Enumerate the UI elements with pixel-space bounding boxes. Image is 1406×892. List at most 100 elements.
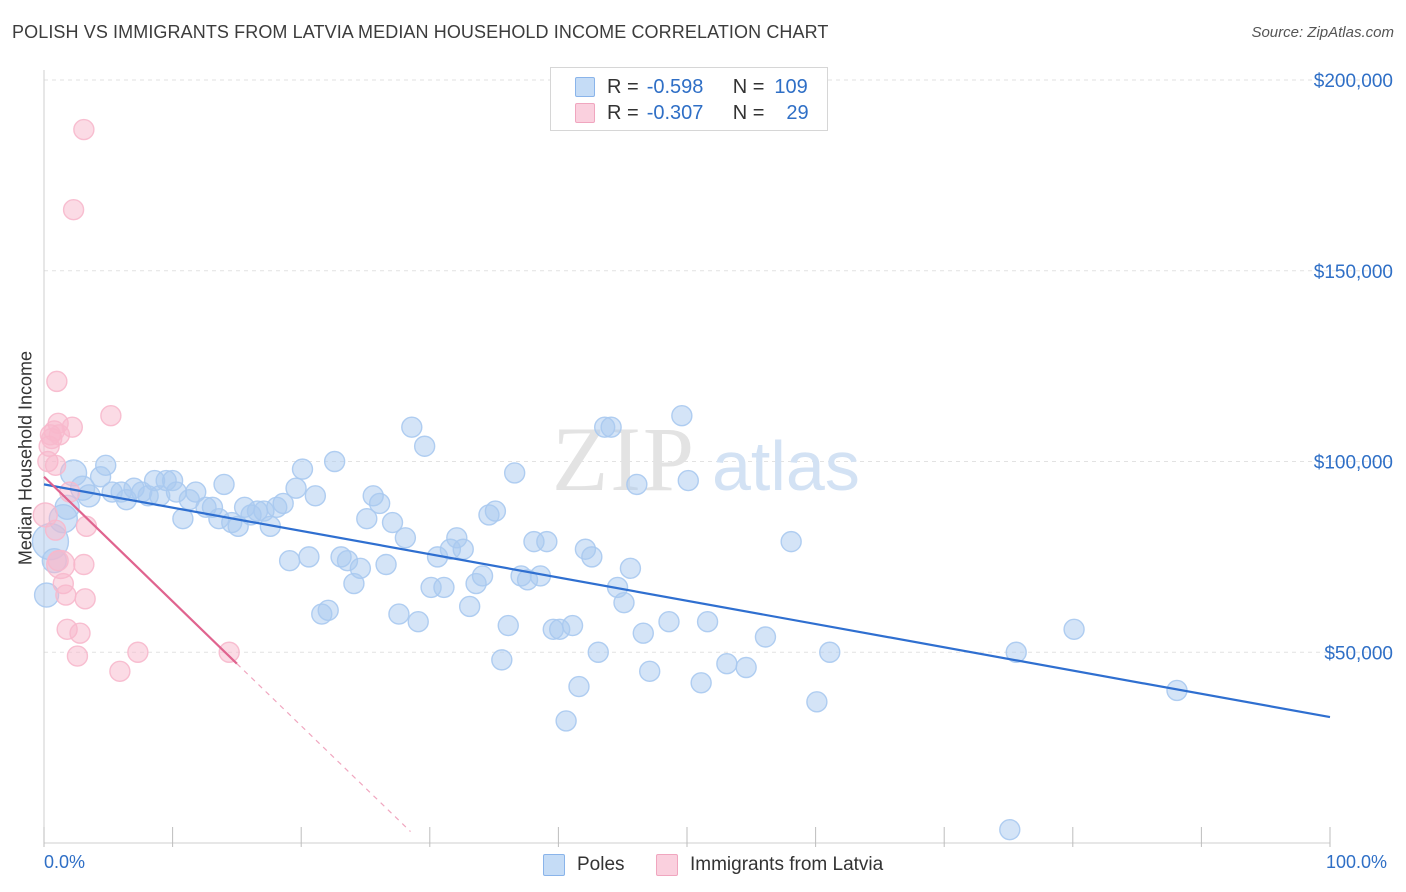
legend-row-latvia: R = -0.307 N = 29 [575,101,809,125]
latvia-point [55,584,77,606]
poles-point [317,599,339,621]
poles-point [375,553,397,576]
latvia-point [46,370,68,393]
poles-point [471,565,494,587]
latvia-point [218,641,240,663]
poles-point [349,557,372,580]
latvia-point [100,405,122,427]
poles-point [677,469,699,492]
y-tick-label: $200,000 [1314,71,1393,92]
poles-point [600,416,622,438]
poles-point [381,511,404,534]
grid-layer [44,79,1394,653]
poles-point [780,530,802,553]
watermark-zip: ZIP [552,408,696,510]
poles-point [619,557,642,580]
legend-swatch-latvia [575,103,595,123]
poles-point [561,614,584,637]
poles-point [587,641,609,663]
poles-point [77,484,101,508]
poles-point [1005,641,1027,663]
bottom-legend-latvia: Immigrants from Latvia [656,852,883,878]
legend-n-value: 29 [786,101,809,124]
latvia-trend-extension [236,663,411,832]
poles-point [1063,618,1085,641]
latvia-point [59,481,81,503]
poles-point [304,485,327,507]
poles-point [626,473,648,496]
y-axis-label: Median Household Income [15,350,36,566]
latvia-point [109,660,131,683]
poles-point [999,818,1021,841]
poles-point [696,611,719,633]
poles-point [754,626,777,648]
poles-point [671,405,693,427]
poles-point [484,500,507,522]
legend-n-value: 109 [774,75,808,98]
poles-point [735,656,757,679]
poles-point [819,641,841,663]
chart-title: POLISH VS IMMIGRANTS FROM LATVIA MEDIAN … [12,22,829,42]
y-tick-label: $150,000 [1314,262,1393,283]
source-credit: Source: ZipAtlas.com [1251,24,1394,41]
poles-point [452,538,474,560]
poles-point [407,611,429,633]
legend-swatch-poles [575,77,595,97]
legend: R = -0.598 N = 109 R = -0.307 N = 29 [550,67,828,131]
legend-n-label: N = [732,101,765,124]
poles-point [491,649,513,671]
poles-point [401,416,423,438]
legend-row-poles: R = -0.598 N = 109 [575,75,808,99]
latvia-point [47,549,69,572]
x-tick-label-max: 100.0% [1326,852,1388,872]
y-tick-label: $100,000 [1314,453,1393,474]
points-layer [31,118,1188,841]
poles-point [388,603,410,625]
bottom-legend-label-latvia: Immigrants from Latvia [690,854,884,875]
watermark-atlas: atlas [712,427,860,505]
poles-point [323,450,346,473]
poles-point [568,675,590,698]
poles-point [185,481,207,503]
bottom-legend-swatch-poles [543,854,565,876]
latvia-point [73,118,95,141]
x-tick-label-min: 0.0% [44,852,86,872]
poles-point [536,530,558,553]
bottom-legend-label-poles: Poles [577,854,625,875]
poles-point [503,462,526,484]
poles-point [806,691,828,713]
poles-point [690,672,712,694]
poles-point [613,591,635,614]
latvia-point [62,199,85,221]
poles-point [394,527,417,549]
poles-point [213,473,235,496]
y-tick-label: $50,000 [1324,643,1393,664]
legend-r-value: -0.598 [646,75,704,98]
poles-point [497,614,519,637]
poles-point [632,622,654,644]
bottom-legend-poles: Poles [543,852,625,878]
poles-point [413,435,436,457]
latvia-point [66,645,89,667]
poles-point [95,454,117,477]
poles-trend-line [43,483,1331,719]
poles-point [658,611,680,633]
trend-layer [43,475,1331,832]
poles-point [272,492,294,515]
watermark: ZIP atlas [552,408,860,510]
legend-r-label: R = [607,75,639,98]
bottom-legend-swatch-latvia [656,854,678,876]
poles-point [581,546,603,568]
poles-point [278,549,301,572]
legend-r-value: -0.307 [646,101,704,124]
latvia-point [61,416,83,438]
poles-point [368,492,391,515]
y-tick-labels: $50,000 $100,000 $150,000 $200,000 [1314,71,1393,664]
latvia-point [44,519,67,541]
poles-point [458,595,481,618]
poles-point [555,710,577,732]
poles-point [639,660,661,683]
poles-point [716,652,738,675]
legend-n-label: N = [732,75,765,98]
